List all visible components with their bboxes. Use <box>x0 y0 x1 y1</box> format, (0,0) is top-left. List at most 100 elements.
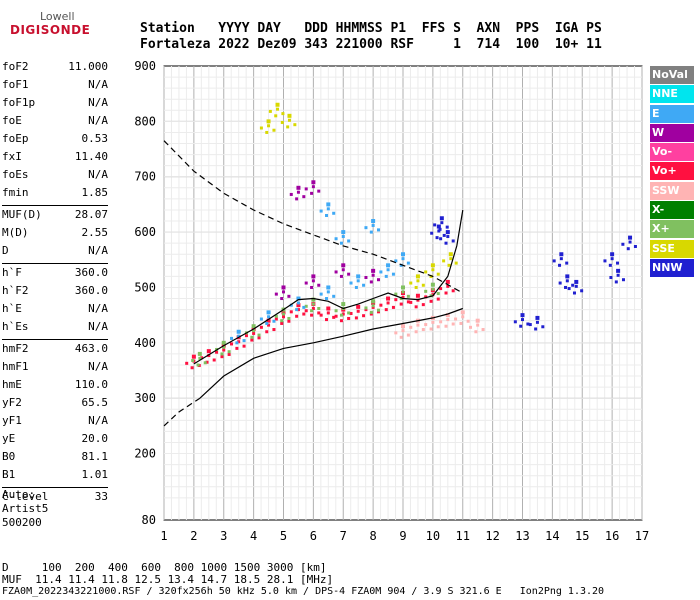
param-row: D N/A <box>2 244 108 258</box>
data-point-nnw <box>442 233 446 237</box>
x-tick-label: 12 <box>485 529 499 543</box>
data-point-ssw <box>461 315 465 319</box>
data-point-nnw <box>572 291 576 295</box>
data-point-vo- <box>436 297 440 301</box>
data-point-vo- <box>235 346 239 350</box>
chart-grid <box>163 65 643 521</box>
data-point-e <box>391 272 395 276</box>
data-point-e <box>349 281 353 285</box>
profile-line <box>199 307 464 399</box>
param-name: foE <box>2 114 22 127</box>
param-value: N/A <box>88 114 108 127</box>
param-row: C-level 33 <box>2 490 108 504</box>
data-point-e <box>371 219 376 224</box>
x-tick-label: 2 <box>190 529 197 543</box>
param-name: D <box>2 244 9 257</box>
data-point-e <box>386 263 391 268</box>
data-point-nnw <box>439 237 443 241</box>
data-point-e <box>236 329 241 334</box>
data-point-nnw <box>433 223 437 227</box>
data-point-sse <box>287 113 292 118</box>
data-point-x- <box>401 290 405 294</box>
data-point-x- <box>274 314 278 318</box>
param-name: yF1 <box>2 414 22 427</box>
data-point-e <box>356 274 361 279</box>
legend-item: NNW <box>650 258 694 277</box>
data-point-e <box>296 296 301 301</box>
data-point-nnw <box>526 322 530 326</box>
data-point-nnw <box>565 274 570 279</box>
legend-item: X- <box>650 201 694 220</box>
data-point-sse <box>415 274 420 279</box>
data-point-ssw <box>414 330 418 334</box>
data-point-e <box>242 339 246 343</box>
data-point-vo- <box>409 300 413 304</box>
data-point-vo- <box>185 361 189 365</box>
data-point-x- <box>371 304 375 308</box>
data-point-w <box>341 263 346 268</box>
data-point-vo- <box>406 300 410 304</box>
data-point-nnw <box>444 241 448 245</box>
data-point-nnw <box>559 257 563 261</box>
data-point-nnw <box>445 230 450 235</box>
param-name: B1 <box>2 468 16 481</box>
y-tick-label: 800 <box>134 114 156 128</box>
data-point-vo- <box>371 305 375 309</box>
header-values: Fortaleza 2022 Dez09 343 221000 RSF 1 71… <box>140 37 602 52</box>
data-point-nnw <box>616 261 620 265</box>
param-row: B0 81.1 <box>2 450 108 464</box>
param-value: N/A <box>88 244 108 257</box>
data-point-x- <box>197 351 202 356</box>
param-name: h`Es <box>2 320 29 333</box>
param-value: 360.0 <box>74 266 108 279</box>
data-point-vo- <box>394 298 398 302</box>
data-point-sse <box>259 126 263 130</box>
x-tick-label: 10 <box>426 529 440 543</box>
data-point-x- <box>341 302 346 307</box>
data-point-w <box>369 280 373 284</box>
data-point-sse <box>276 107 280 111</box>
param-row: yF2 65.5 <box>2 396 108 410</box>
data-point-x- <box>287 316 291 320</box>
legend-item: W <box>650 123 694 142</box>
data-point-nnw <box>435 236 439 240</box>
data-point-e <box>266 310 271 315</box>
data-point-vo- <box>266 318 271 323</box>
data-point-vo- <box>281 310 286 315</box>
data-point-vo- <box>415 293 420 298</box>
data-point-nnw <box>580 289 584 293</box>
ionogram-chart: 1 2 3 4 5 6 7 8 9 10 11 12 13 14 15 16 17802003004005006… <box>134 59 649 543</box>
data-point-nnw <box>535 315 540 320</box>
data-point-e <box>319 292 323 296</box>
data-point-vo- <box>401 295 405 299</box>
data-point-vo- <box>304 309 308 313</box>
param-name: yF2 <box>2 396 22 409</box>
data-point-e <box>332 211 336 215</box>
data-point-w <box>296 185 301 190</box>
legend-item: X+ <box>650 220 694 239</box>
data-point-vo- <box>250 338 254 342</box>
data-point-e <box>326 207 330 211</box>
y-tick-label: 200 <box>134 447 156 461</box>
param-value: 0.53 <box>81 132 109 145</box>
data-point-sse <box>266 119 271 124</box>
param-name: fxI <box>2 150 22 163</box>
y-tick-label: 500 <box>134 280 156 294</box>
x-tick-label: 14 <box>545 529 559 543</box>
legend-item: SSE <box>650 239 694 258</box>
data-point-vo- <box>205 360 209 364</box>
data-point-x- <box>431 287 435 291</box>
data-point-e <box>356 279 360 283</box>
data-point-w <box>371 268 376 273</box>
param-row: h`E N/A <box>2 302 108 316</box>
param-name: foF1p <box>2 96 36 109</box>
legend-item: NNE <box>650 85 694 104</box>
data-point-ssw <box>394 331 398 335</box>
data-point-vo- <box>230 342 234 346</box>
data-point-e <box>325 213 329 217</box>
data-point-vo- <box>326 306 331 311</box>
data-point-vo- <box>296 303 301 308</box>
param-value: 110.0 <box>74 378 108 391</box>
data-point-x- <box>191 359 195 363</box>
data-point-sse <box>280 120 284 124</box>
